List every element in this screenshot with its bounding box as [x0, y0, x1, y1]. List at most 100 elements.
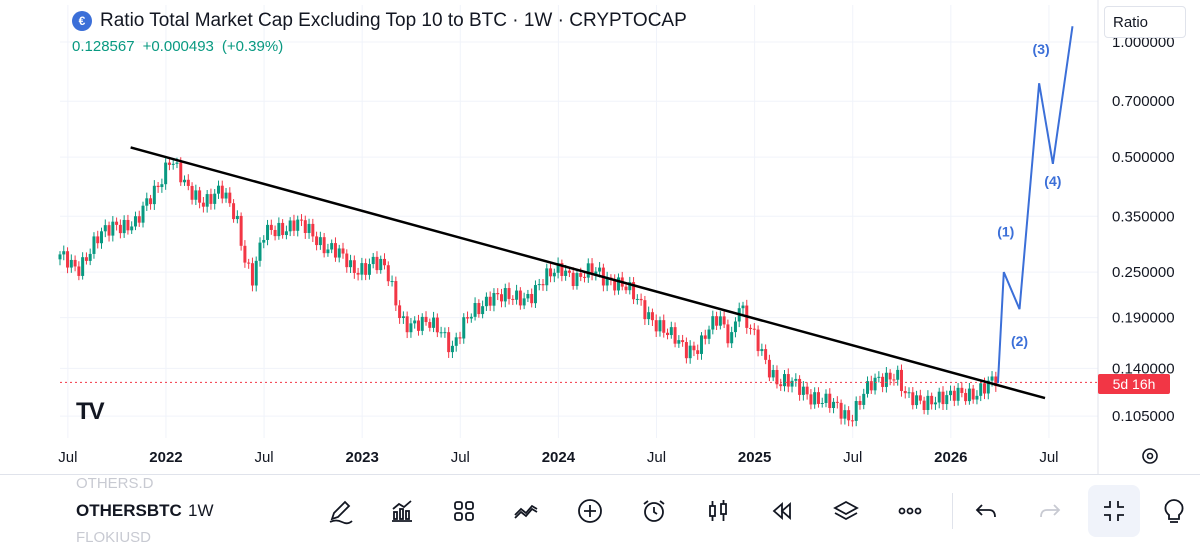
bottom-toolbar: OTHERS.D OTHERSBTC 1W FLOKIUSD [0, 474, 1200, 547]
add-icon[interactable] [572, 493, 608, 529]
interval-selector[interactable]: 1W [188, 501, 214, 520]
candle-body [111, 221, 115, 236]
candle-body [318, 237, 322, 246]
candle-body [115, 221, 119, 225]
indicators-icon[interactable] [384, 493, 420, 529]
candle-body [556, 263, 560, 273]
gear-icon[interactable] [1142, 448, 1158, 464]
alert-clock-icon[interactable] [636, 493, 672, 529]
candle-body [839, 402, 843, 419]
candle-body [567, 270, 571, 273]
more-icon[interactable] [892, 493, 928, 529]
candle-body [333, 243, 337, 258]
symbol-selector[interactable]: OTHERSBTC [76, 501, 182, 520]
candle-body [718, 316, 722, 326]
candle-body [616, 277, 620, 291]
candle-body [379, 258, 383, 271]
candle-body [205, 194, 209, 207]
collapse-icon[interactable] [1088, 485, 1140, 537]
candle-body [66, 251, 70, 268]
candle-body [733, 321, 737, 333]
candle-body [247, 262, 251, 264]
candle-body [783, 374, 787, 387]
candle-body [477, 303, 481, 315]
candle-body [296, 219, 300, 231]
candle-body [167, 162, 171, 165]
candle-body [949, 390, 953, 396]
candle-body [835, 401, 839, 403]
x-tick-label: 2026 [934, 449, 967, 466]
candle-body [515, 290, 519, 300]
candle-body [160, 184, 164, 188]
candle-body [541, 284, 545, 286]
candle-body [315, 236, 319, 246]
candle-body [496, 293, 500, 295]
candle-body [749, 327, 753, 329]
line-tool-icon[interactable] [508, 493, 544, 529]
wave-label: (4) [1044, 173, 1061, 189]
candle-body [171, 163, 175, 165]
chart-area[interactable]: (1)(2)(3)(4)(5) 1.0000000.7000000.500000… [0, 0, 1200, 474]
symbol-prev[interactable]: OTHERS.D [76, 475, 154, 492]
layouts-icon[interactable] [446, 493, 482, 529]
candle-body [190, 185, 194, 200]
chart-symbol-icon[interactable]: € [72, 11, 92, 31]
candle-body [941, 391, 945, 405]
candle-body [386, 265, 390, 282]
candle-body [632, 282, 636, 300]
candle-body [447, 332, 451, 353]
candle-body [911, 392, 915, 406]
bulb-icon[interactable] [1156, 493, 1192, 529]
candle-body [126, 219, 130, 231]
candle-body [152, 185, 156, 205]
candle-body [752, 328, 756, 330]
candle-body [428, 322, 432, 328]
candle-body [450, 345, 454, 353]
candle-body [481, 306, 485, 315]
candle-body [877, 376, 881, 378]
candle-body [401, 316, 405, 319]
candle-body [843, 410, 847, 419]
candle-body [303, 220, 307, 234]
candle-body [790, 380, 794, 387]
candle-body [262, 239, 266, 243]
candle-body [971, 388, 975, 400]
candle-body [824, 393, 828, 404]
x-tick-label: Jul [647, 449, 666, 466]
time-axis: Jul 2022 Jul 2023 Jul 2024 Jul 2025 Jul 2026 Jul [58, 449, 1058, 466]
y-tick-label: 0.140000 [1112, 360, 1175, 377]
candle-body [439, 332, 443, 334]
candle-body [809, 394, 813, 405]
tradingview-logo: TV [76, 398, 105, 425]
candle-body [979, 383, 983, 396]
candle-body [390, 281, 394, 283]
pen-tool-icon[interactable] [322, 493, 358, 529]
vertical-grid [67, 5, 1050, 438]
chart-title[interactable]: Ratio Total Market Cap Excluding Top 10 … [100, 10, 687, 31]
candle-body [266, 224, 270, 240]
candle-type-icon[interactable] [700, 493, 736, 529]
candle-body [850, 420, 854, 422]
redo-icon[interactable] [1032, 493, 1068, 529]
candle-body [371, 256, 375, 265]
symbol-next[interactable]: FLOKIUSD [76, 529, 152, 546]
candle-body [216, 185, 220, 194]
candle-body [122, 219, 126, 234]
candle-body [798, 378, 802, 395]
candle-body [967, 388, 971, 402]
replay-icon[interactable] [764, 493, 800, 529]
candle-body [862, 393, 866, 405]
candle-body [794, 378, 798, 381]
candle-body [213, 193, 217, 204]
elliott-wave-projection[interactable] [996, 26, 1074, 384]
resistance-trendline[interactable] [130, 146, 1046, 400]
scale-mode-label[interactable]: Ratio [1104, 6, 1186, 38]
candle-body [107, 225, 111, 236]
undo-icon[interactable] [968, 493, 1004, 529]
candle-body [858, 401, 862, 405]
candle-body [228, 192, 232, 204]
layers-icon[interactable] [828, 493, 864, 529]
candle-body [473, 303, 477, 317]
candle-body [484, 296, 488, 307]
candle-body [201, 202, 205, 207]
